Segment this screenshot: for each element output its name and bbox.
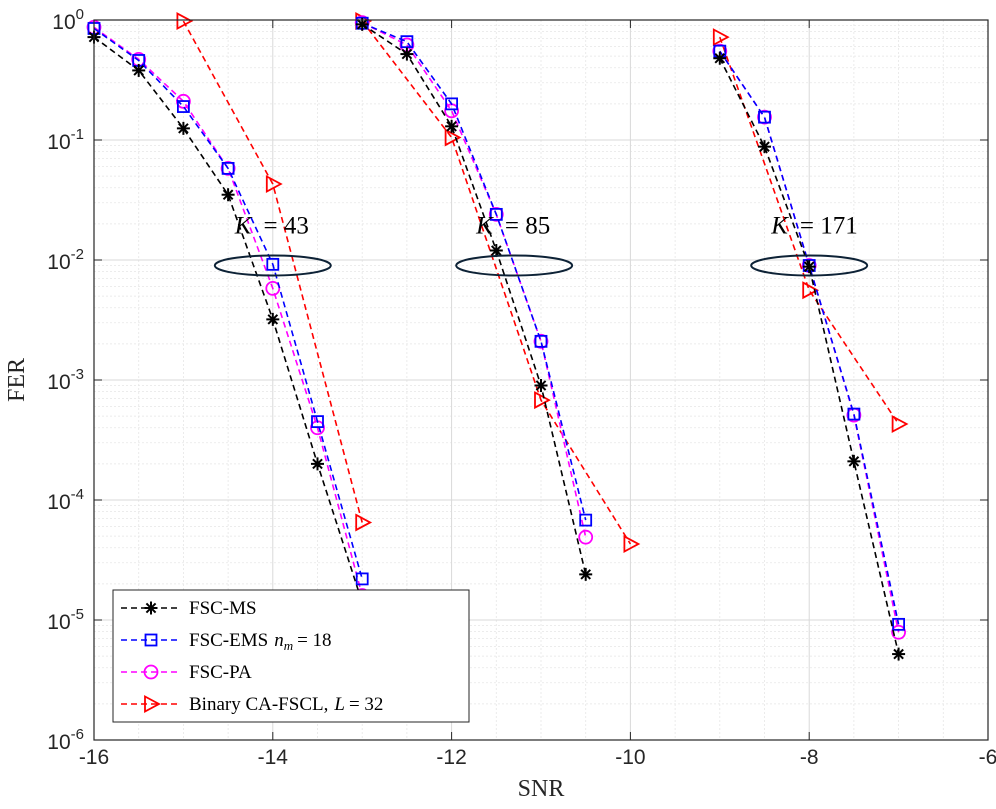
triangle-marker [802,281,820,300]
asterisk-marker [445,119,459,133]
square-marker [355,572,369,586]
square-marker [579,513,593,527]
asterisk-marker [847,454,861,468]
y-axis-label: FER [4,358,30,402]
asterisk-marker [176,121,190,135]
k-label: K = 171 [770,212,858,239]
x-tick-label: -6 [979,746,996,769]
y-tick-labels: 100 10-1 10-2 10-3 10-4 10-5 10-6 [47,6,84,754]
y-tick-label: 10-6 [47,726,84,754]
k-ellipse [750,254,869,277]
k-ellipse [455,254,574,277]
legend-item: Binary CA-FSCL, L = 32 [121,694,383,715]
asterisk-marker [400,47,414,61]
x-tick-label: -10 [615,746,645,769]
k-ellipse [213,254,332,277]
k-label: K = 43 [234,212,309,239]
x-tick-label: -12 [436,746,466,769]
y-tick-label: 10-3 [47,366,84,394]
legend-label: Binary CA-FSCL, L = 32 [189,694,383,715]
series-line [361,23,587,575]
series-line [182,20,363,523]
series-fsc-ems [87,16,905,631]
circle-marker [488,206,504,222]
series-line [93,27,363,580]
triangle-marker [623,534,641,553]
triangle-marker [355,513,373,532]
annotations: K = 43 K = 85 K = 171 [213,212,869,277]
x-axis-label: SNR [518,776,565,802]
x-tick-labels: -16 -14 -12 -10 -8 -6 [79,746,996,769]
square-marker [758,110,771,124]
y-tick-label: 10-1 [47,126,84,154]
circle-marker [757,109,772,125]
asterisk-marker [489,243,503,257]
circle-marker [891,624,906,640]
square-marker [176,100,190,113]
circle-marker [533,333,549,349]
series-line [361,20,632,545]
asterisk-marker [579,567,593,581]
x-tick-label: -14 [258,746,289,769]
asterisk-marker [266,312,280,326]
triangle-marker [176,12,194,31]
square-marker [221,161,235,175]
asterisk-marker [534,378,548,392]
square-marker [445,97,459,111]
square-marker [489,207,503,221]
series-fsc-ms [87,17,906,661]
y-tick-label: 10-2 [47,246,84,274]
x-tick-label: -16 [79,746,109,769]
circle-marker [143,664,159,680]
asterisk-marker [713,51,727,65]
series-layer [86,12,909,661]
square-marker [311,415,324,429]
asterisk-marker [144,601,158,615]
legend-label: FSC-MS [189,598,257,619]
legend-item: FSC-EMS nm = 18 [121,630,332,653]
legend-label: FSC-PA [189,662,252,683]
triangle-marker [444,128,462,147]
square-marker [144,633,158,647]
asterisk-marker [802,260,816,274]
legend-item: FSC-PA [121,662,252,683]
triangle-marker [144,694,161,714]
square-marker [266,257,280,271]
legend-box [112,589,470,723]
legend: FSC-MS FSC-EMS nm = 18 FSC-PA Binary CA-FSCL,… [112,589,470,723]
triangle-marker [891,414,909,433]
square-marker [534,334,548,348]
ticks [93,19,989,741]
y-tick-label: 10-5 [47,606,84,634]
square-marker [892,617,905,631]
legend-item: FSC-MS [121,598,257,619]
asterisk-marker [758,140,771,154]
circle-marker [265,280,281,296]
asterisk-marker [892,647,906,661]
series-line [719,57,900,655]
triangle-marker [534,391,551,410]
triangle-marker [712,28,730,47]
square-marker [400,35,414,49]
series-line [361,22,587,521]
asterisk-marker [221,188,235,202]
square-marker [847,407,861,421]
y-tick-label: 10-4 [47,486,84,514]
circle-marker [220,160,236,176]
asterisk-marker [311,457,324,471]
y-tick-label: 100 [52,6,84,34]
k-label: K = 85 [475,212,550,239]
series-line [719,36,900,425]
circle-marker [578,529,594,545]
triangle-marker [265,174,283,193]
asterisk-marker [132,63,146,77]
x-tick-label: -8 [800,746,819,769]
legend-label: FSC-EMS nm = 18 [189,630,332,653]
